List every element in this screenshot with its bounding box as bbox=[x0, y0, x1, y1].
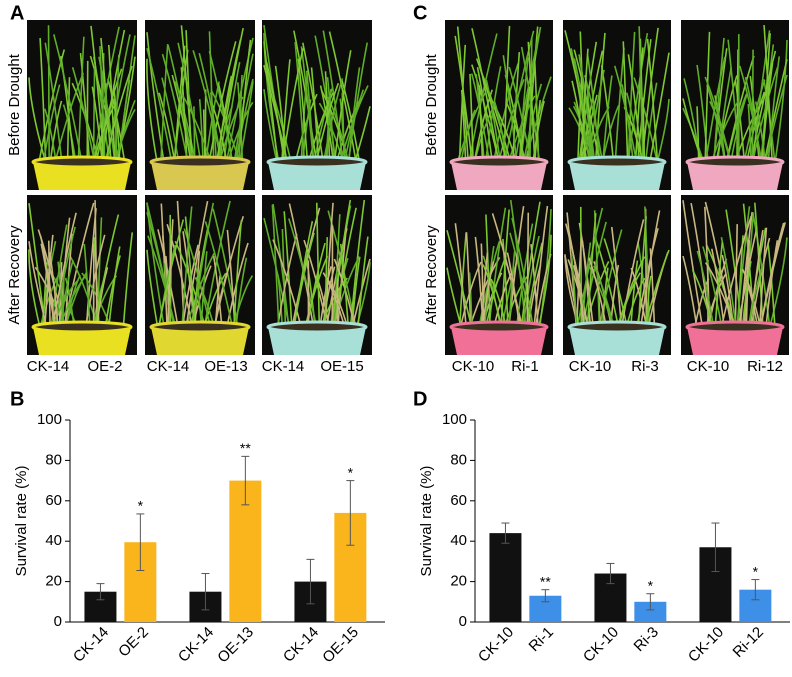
photo-caption: Ri-1 bbox=[511, 358, 539, 375]
x-tick-label: CK-10 bbox=[685, 624, 727, 666]
plant-photo bbox=[681, 20, 789, 190]
plant-photo bbox=[27, 195, 137, 355]
x-tick-label: CK-14 bbox=[70, 624, 112, 666]
photo-caption: CK-14 bbox=[262, 358, 305, 375]
pot-rim bbox=[569, 322, 665, 332]
panel-letter: A bbox=[10, 2, 24, 24]
photo-caption: OE-15 bbox=[320, 358, 363, 375]
panel-letter: B bbox=[10, 388, 24, 410]
x-tick-label: CK-10 bbox=[580, 624, 622, 666]
pot-rim bbox=[687, 157, 783, 167]
significance-mark: ** bbox=[540, 573, 551, 589]
pot-rim bbox=[33, 322, 131, 332]
panel-letter: D bbox=[413, 388, 427, 410]
pot-rim bbox=[451, 322, 547, 332]
x-tick-label: OE-15 bbox=[319, 624, 362, 667]
row-label: After Recovery bbox=[6, 225, 23, 325]
panel-letter: C bbox=[413, 2, 427, 24]
row-label: Before Drought bbox=[423, 53, 440, 156]
leaf-blade bbox=[194, 106, 195, 162]
row-label: After Recovery bbox=[423, 225, 440, 325]
plant-photo bbox=[681, 195, 789, 355]
y-tick-label: 60 bbox=[45, 492, 62, 509]
photo-caption: CK-10 bbox=[452, 358, 495, 375]
y-tick-label: 0 bbox=[54, 613, 62, 630]
photo-caption: Ri-3 bbox=[631, 358, 659, 375]
row-label: Before Drought bbox=[6, 53, 23, 156]
plant-photo bbox=[145, 195, 255, 355]
plant-photo bbox=[563, 20, 671, 190]
pot-rim bbox=[268, 157, 366, 167]
y-axis-label: Survival rate (%) bbox=[13, 466, 30, 577]
y-tick-label: 0 bbox=[459, 613, 467, 630]
photo-caption: OE-2 bbox=[87, 358, 122, 375]
y-tick-label: 100 bbox=[37, 411, 62, 428]
leaf-blade bbox=[94, 68, 95, 162]
plant-photo bbox=[445, 20, 553, 190]
significance-mark: * bbox=[348, 464, 354, 480]
y-tick-label: 80 bbox=[450, 451, 467, 468]
y-tick-label: 20 bbox=[450, 573, 467, 590]
leaf-blade bbox=[49, 25, 50, 162]
significance-mark: * bbox=[753, 563, 759, 579]
x-tick-label: Ri-3 bbox=[631, 624, 662, 655]
pot-rim bbox=[151, 322, 249, 332]
significance-mark: * bbox=[648, 577, 654, 593]
leaf-blade bbox=[527, 213, 528, 327]
y-tick-label: 40 bbox=[45, 532, 62, 549]
x-tick-label: CK-14 bbox=[280, 624, 322, 666]
y-tick-label: 100 bbox=[442, 411, 467, 428]
plant-photo bbox=[262, 20, 372, 190]
photo-caption: CK-14 bbox=[147, 358, 190, 375]
y-axis-label: Survival rate (%) bbox=[418, 466, 435, 577]
photo-caption: CK-10 bbox=[569, 358, 612, 375]
plant-photo bbox=[145, 20, 255, 190]
y-tick-label: 40 bbox=[450, 532, 467, 549]
x-tick-label: Ri-1 bbox=[526, 624, 557, 655]
pot-rim bbox=[268, 322, 366, 332]
plant-photo bbox=[445, 195, 553, 355]
photo-caption: Ri-12 bbox=[747, 358, 783, 375]
significance-mark: * bbox=[138, 498, 144, 514]
x-tick-label: OE-13 bbox=[214, 624, 257, 667]
pot-rim bbox=[451, 157, 547, 167]
y-tick-label: 80 bbox=[45, 451, 62, 468]
significance-mark: ** bbox=[240, 440, 251, 456]
photo-caption: OE-13 bbox=[204, 358, 247, 375]
plant-photo bbox=[563, 195, 671, 355]
x-tick-label: CK-14 bbox=[175, 624, 217, 666]
x-tick-label: CK-10 bbox=[475, 624, 517, 666]
y-tick-label: 20 bbox=[45, 573, 62, 590]
x-tick-label: Ri-12 bbox=[730, 624, 767, 661]
leaf-blade bbox=[752, 50, 753, 162]
bar bbox=[489, 533, 521, 622]
pot-rim bbox=[569, 157, 665, 167]
plant-photo bbox=[27, 20, 137, 190]
y-tick-label: 60 bbox=[450, 492, 467, 509]
pot-rim bbox=[151, 157, 249, 167]
pot-rim bbox=[33, 157, 131, 167]
pot-rim bbox=[687, 322, 783, 332]
photo-caption: CK-10 bbox=[687, 358, 730, 375]
x-tick-label: OE-2 bbox=[115, 624, 152, 661]
photo-caption: CK-14 bbox=[27, 358, 70, 375]
plant-photo bbox=[262, 195, 372, 355]
